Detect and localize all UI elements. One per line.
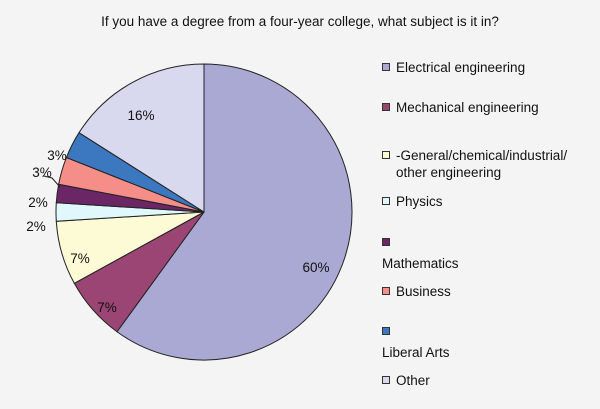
legend-label: Physics — [396, 194, 443, 209]
legend-label: Liberal Arts — [382, 345, 450, 360]
pie-slice-other — [78, 63, 205, 213]
data-label-physics: 2% — [26, 219, 46, 234]
legend-item-liberal-arts: Liberal Arts — [382, 327, 450, 361]
legend-item-mathematics: Mathematics — [382, 238, 459, 272]
legend-swatch — [382, 238, 390, 246]
legend-swatch — [382, 103, 390, 111]
legend-label: Mathematics — [382, 256, 459, 271]
legend-item-physics: Physics — [382, 193, 443, 210]
legend-swatch — [382, 376, 390, 384]
legend-swatch — [382, 327, 390, 335]
legend-swatch — [382, 197, 390, 205]
legend-item-business: Business — [382, 283, 451, 300]
legend-item-other: Other — [382, 372, 430, 389]
legend-label: Business — [396, 284, 451, 299]
data-label-other: 16% — [127, 108, 154, 123]
legend-item-mechanical-engineering: Mechanical engineering — [382, 99, 539, 116]
leader-line-business — [43, 175, 61, 188]
data-label-mechanical-engineering: 7% — [97, 300, 117, 315]
legend-swatch — [382, 287, 390, 295]
legend-label: Other — [396, 373, 430, 388]
data-label-business: 3% — [32, 165, 52, 180]
data-label-electrical-engineering: 60% — [302, 260, 329, 275]
data-label-general-chemical-industrial-other-engineering: 7% — [70, 251, 90, 266]
legend-swatch — [382, 151, 390, 159]
legend-label: Electrical engineering — [396, 60, 526, 75]
legend-swatch — [382, 63, 390, 71]
legend-label: -General/chemical/industrial/ other engi… — [396, 148, 568, 180]
data-label-mathematics: 2% — [28, 195, 48, 210]
legend-item-general-chemical-industrial-other-engineering: -General/chemical/industrial/ other engi… — [382, 147, 567, 181]
pie-slice-electrical-engineering — [116, 63, 353, 361]
data-label-liberal-arts: 3% — [47, 148, 67, 163]
legend-label: Mechanical engineering — [396, 100, 539, 115]
chart-title: If you have a degree from a four-year co… — [101, 14, 499, 29]
legend-item-electrical-engineering: Electrical engineering — [382, 59, 525, 76]
